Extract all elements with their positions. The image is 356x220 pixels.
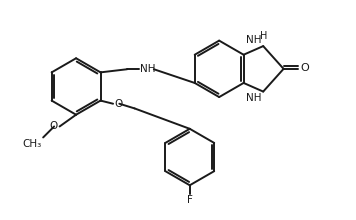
- Text: NH: NH: [246, 93, 262, 103]
- Text: CH₃: CH₃: [23, 139, 42, 149]
- Text: NH: NH: [246, 35, 262, 44]
- Text: H: H: [260, 31, 267, 41]
- Text: F: F: [187, 195, 193, 205]
- Text: NH: NH: [140, 64, 156, 74]
- Text: O: O: [115, 99, 123, 109]
- Text: O: O: [50, 121, 58, 132]
- Text: O: O: [300, 62, 309, 73]
